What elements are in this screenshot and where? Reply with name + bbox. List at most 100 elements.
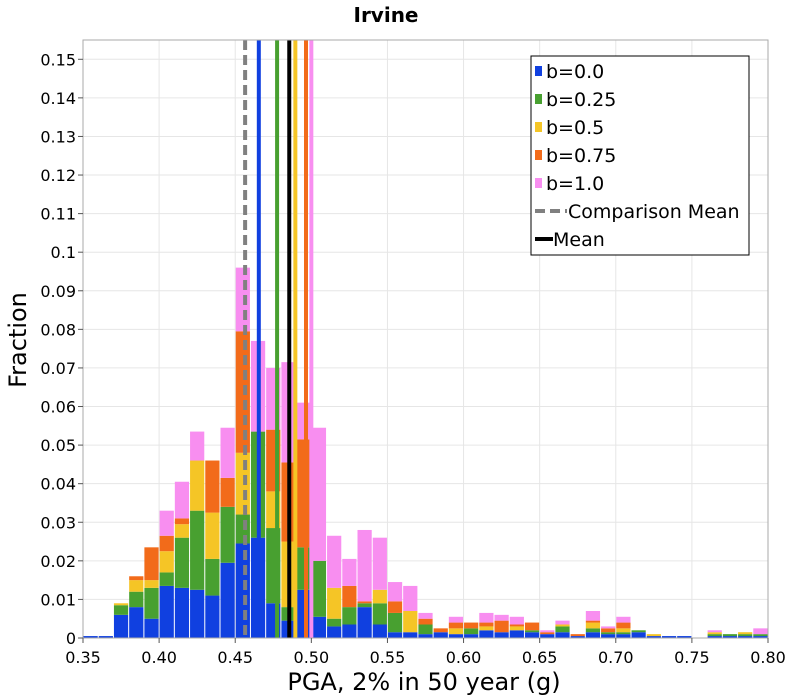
- bar-bin-14-series-4: [296, 402, 311, 440]
- bar-bin-5-series-0: [159, 585, 174, 638]
- bar-bin-9-series-4: [220, 427, 235, 478]
- bar-bin-8-series-0: [205, 595, 220, 638]
- bar-bin-30-series-3: [540, 632, 555, 635]
- bar-bin-6-series-1: [174, 537, 190, 588]
- legend-b-0-5-label: b=0.5: [546, 117, 604, 139]
- bar-bin-35-series-4: [616, 616, 631, 623]
- bar-bin-42-series-0: [722, 636, 738, 638]
- bar-bin-4-series-2: [144, 580, 159, 588]
- bar-bin-10-series-3: [235, 331, 250, 453]
- bar-bin-6-series-2: [174, 524, 190, 538]
- y-tick-label-5: 0.05: [40, 436, 76, 455]
- bar-bin-23-series-3: [433, 628, 448, 633]
- bar-bin-20-series-0: [387, 632, 403, 638]
- x-tick-label-0: 0.35: [65, 648, 101, 667]
- x-tick-label-4: 0.55: [370, 648, 406, 667]
- x-tick-label-7: 0.70: [598, 648, 634, 667]
- bar-bin-33-series-1: [585, 628, 601, 633]
- bar-bin-8-series-3: [205, 460, 220, 513]
- bar-bin-44-series-0: [753, 636, 768, 638]
- bar-bin-28-series-3: [509, 624, 524, 627]
- bar-bin-8-series-2: [205, 512, 220, 559]
- bar-bin-7-series-4: [190, 431, 205, 461]
- bar-bin-37-series-0: [646, 636, 661, 638]
- bar-bin-24-series-3: [448, 622, 464, 629]
- bar-bin-26-series-0: [479, 630, 494, 638]
- x-tick-label-2: 0.45: [217, 648, 253, 667]
- bar-bin-3-series-3: [129, 576, 144, 581]
- bar-bin-17-series-3: [342, 585, 357, 608]
- bar-bin-35-series-2: [616, 628, 631, 633]
- bar-bin-39-series-0: [677, 636, 692, 638]
- bar-bin-29-series-0: [524, 632, 540, 638]
- bar-bin-4-series-3: [144, 547, 159, 581]
- legend-b-1-0-label: b=1.0: [546, 173, 604, 195]
- bar-bin-20-series-1: [387, 612, 403, 633]
- bar-bin-33-series-3: [585, 620, 601, 623]
- bar-bin-20-series-4: [387, 582, 403, 602]
- mean-lines: [243, 40, 314, 638]
- x-axis: 0.35 0.40 0.45 0.50 0.55 0.60 0.65 0.70 0.75 0.80: [65, 638, 786, 667]
- bar-bin-44-series-1: [753, 634, 768, 637]
- bar-bin-14-series-1: [296, 547, 311, 590]
- bar-bin-36-series-1: [631, 630, 646, 633]
- bar-bin-24-series-4: [448, 616, 464, 623]
- bar-bin-43-series-1: [738, 634, 753, 637]
- bar-bin-28-series-2: [509, 626, 524, 631]
- bar-bin-7-series-1: [190, 510, 205, 590]
- bar-bin-30-series-4: [540, 630, 555, 633]
- bar-bin-15-series-4: [311, 427, 327, 561]
- bar-bin-10-series-2: [235, 452, 250, 515]
- legend-b-0-5-swatch: [535, 122, 542, 132]
- bar-bin-27-series-4: [494, 614, 509, 621]
- bar-bin-2-series-1: [113, 605, 129, 615]
- bar-bin-21-series-4: [403, 585, 418, 611]
- bar-bin-20-series-3: [387, 601, 403, 613]
- bar-bin-34-series-0: [601, 634, 616, 638]
- bar-bin-15-series-0: [311, 616, 327, 638]
- bar-bin-31-series-2: [555, 624, 570, 627]
- y-axis: 0 0.01 0.02 0.03 0.04 0.05 0.06 0.07 0.08 0.09 0.1…: [40, 50, 83, 648]
- bar-bin-25-series-0: [464, 634, 479, 638]
- bar-bin-16-series-2: [327, 587, 342, 619]
- bar-bin-10-series-4: [235, 267, 250, 332]
- bar-bin-9-series-1: [220, 506, 235, 563]
- bar-bin-35-series-3: [616, 622, 631, 629]
- x-tick-label-1: 0.40: [141, 648, 177, 667]
- bar-bin-44-series-4: [753, 628, 768, 635]
- bar-bin-35-series-1: [616, 632, 631, 635]
- legend-b-1-0-swatch: [535, 178, 542, 188]
- bar-bin-33-series-4: [585, 610, 601, 621]
- bar-bin-22-series-4: [418, 612, 433, 619]
- y-tick-label-0: 0: [66, 629, 76, 648]
- bar-bin-29-series-3: [524, 622, 540, 631]
- bar-bin-10-series-0: [235, 543, 250, 638]
- y-tick-label-9: 0.09: [40, 282, 76, 301]
- legend-b-0-25-label: b=0.25: [546, 89, 616, 111]
- bar-bin-17-series-1: [342, 607, 357, 625]
- bar-bin-14-series-0: [296, 589, 311, 638]
- bar-bin-2-series-2: [113, 603, 129, 606]
- bar-bin-5-series-4: [159, 510, 174, 536]
- bar-bin-43-series-0: [738, 636, 753, 638]
- bar-bin-16-series-1: [327, 618, 342, 627]
- y-tick-label-14: 0.14: [40, 89, 76, 108]
- bar-bin-41-series-0: [707, 636, 722, 638]
- bar-bin-3-series-2: [129, 580, 144, 592]
- bar-bin-3-series-1: [129, 591, 144, 608]
- bar-bin-16-series-4: [327, 535, 342, 588]
- bar-bin-24-series-2: [448, 628, 464, 635]
- bar-bin-22-series-3: [418, 618, 433, 625]
- bar-bin-9-series-3: [220, 477, 235, 507]
- bar-bin-41-series-4: [707, 630, 722, 633]
- bar-bin-27-series-3: [494, 620, 509, 633]
- y-tick-label-12: 0.12: [40, 166, 76, 185]
- bar-bin-17-series-4: [342, 558, 357, 586]
- bar-bin-7-series-2: [190, 460, 205, 511]
- legend-b-0-75-swatch: [535, 150, 542, 160]
- bar-bin-18-series-1: [357, 603, 372, 608]
- bar-bin-1-series-0: [98, 636, 113, 638]
- x-axis-label: PGA, 2% in 50 year (g): [287, 668, 560, 696]
- legend-mean-label: Mean: [553, 229, 605, 251]
